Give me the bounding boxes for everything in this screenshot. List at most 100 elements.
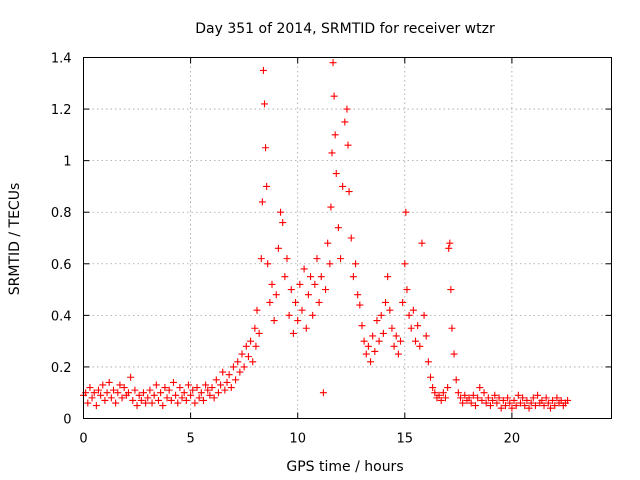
data-point: [369, 332, 377, 340]
data-point: [390, 342, 398, 350]
data-point: [531, 402, 539, 410]
data-point: [90, 389, 98, 397]
data-point: [371, 347, 379, 355]
data-point: [274, 244, 282, 252]
data-point: [354, 291, 362, 299]
data-point: [109, 386, 117, 394]
data-point: [176, 384, 184, 392]
data-point: [339, 182, 347, 190]
data-point: [441, 394, 449, 402]
data-point: [142, 399, 150, 407]
data-point: [328, 149, 336, 157]
data-series-srmtid: [80, 59, 572, 412]
data-point: [150, 391, 158, 399]
data-point: [474, 394, 482, 402]
data-point: [255, 329, 263, 337]
data-point: [324, 239, 332, 247]
data-point: [116, 381, 124, 389]
data-point: [193, 384, 201, 392]
data-point: [172, 391, 180, 399]
data-point: [184, 381, 192, 389]
data-point: [294, 317, 302, 325]
data-point: [331, 131, 339, 139]
data-point: [337, 255, 345, 263]
data-point: [249, 358, 257, 366]
plot-frame: [83, 57, 612, 419]
data-point: [272, 291, 280, 299]
data-point: [182, 396, 190, 404]
data-point: [343, 105, 351, 113]
y-tick-label: 0.2: [51, 361, 72, 376]
data-point: [476, 384, 484, 392]
data-point: [229, 363, 237, 371]
data-point: [456, 394, 464, 402]
data-point: [234, 358, 242, 366]
data-point: [549, 396, 557, 404]
data-point: [311, 280, 319, 288]
data-point: [232, 376, 240, 384]
data-point: [459, 399, 467, 407]
data-point: [107, 394, 115, 402]
data-point: [512, 402, 520, 410]
data-point: [223, 378, 231, 386]
data-point: [484, 394, 492, 402]
data-point: [283, 255, 291, 263]
data-point: [86, 384, 94, 392]
data-point: [508, 404, 516, 412]
data-point: [163, 394, 171, 402]
y-tick-label: 1.2: [51, 103, 72, 118]
data-point: [242, 342, 250, 350]
data-point: [133, 402, 141, 410]
data-point: [154, 396, 162, 404]
data-point: [402, 208, 410, 216]
data-point: [169, 378, 177, 386]
data-point: [259, 66, 267, 74]
data-point: [367, 358, 375, 366]
data-point: [499, 396, 507, 404]
data-point: [448, 324, 456, 332]
data-point: [527, 399, 535, 407]
data-point: [84, 399, 92, 407]
data-point: [429, 384, 437, 392]
data-point: [204, 386, 212, 394]
data-point: [105, 378, 113, 386]
y-axis-tick-labels: 0 0.2 0.4 0.6 0.8 1 1.2 1.4: [51, 52, 72, 428]
data-point: [307, 273, 315, 281]
data-point: [137, 396, 145, 404]
data-point: [493, 399, 501, 407]
data-point: [418, 239, 426, 247]
data-point: [382, 298, 390, 306]
data-point: [165, 386, 173, 394]
grid: [83, 57, 612, 419]
data-point: [219, 368, 227, 376]
data-point: [167, 396, 175, 404]
data-point: [471, 402, 479, 410]
data-point: [251, 324, 259, 332]
data-point: [206, 391, 214, 399]
data-point: [445, 244, 453, 252]
data-point: [161, 384, 169, 392]
y-tick-label: 0.6: [51, 258, 72, 273]
data-point: [330, 92, 338, 100]
data-point: [356, 301, 364, 309]
data-point: [420, 311, 428, 319]
data-point: [544, 399, 552, 407]
data-point: [482, 399, 490, 407]
x-axis-label: GPS time / hours: [286, 459, 403, 475]
data-point: [345, 188, 353, 196]
data-point: [564, 396, 572, 404]
data-point: [392, 332, 400, 340]
data-point: [262, 144, 270, 152]
data-point: [394, 350, 402, 358]
data-point: [412, 337, 420, 345]
data-point: [452, 376, 460, 384]
data-point: [208, 384, 216, 392]
data-point: [489, 396, 497, 404]
data-point: [347, 234, 355, 242]
data-point: [225, 371, 233, 379]
chart-title: Day 351 of 2014, SRMTID for receiver wtz…: [195, 21, 495, 37]
data-point: [322, 286, 330, 294]
data-point: [298, 306, 306, 314]
data-point: [373, 317, 381, 325]
data-point: [407, 324, 415, 332]
